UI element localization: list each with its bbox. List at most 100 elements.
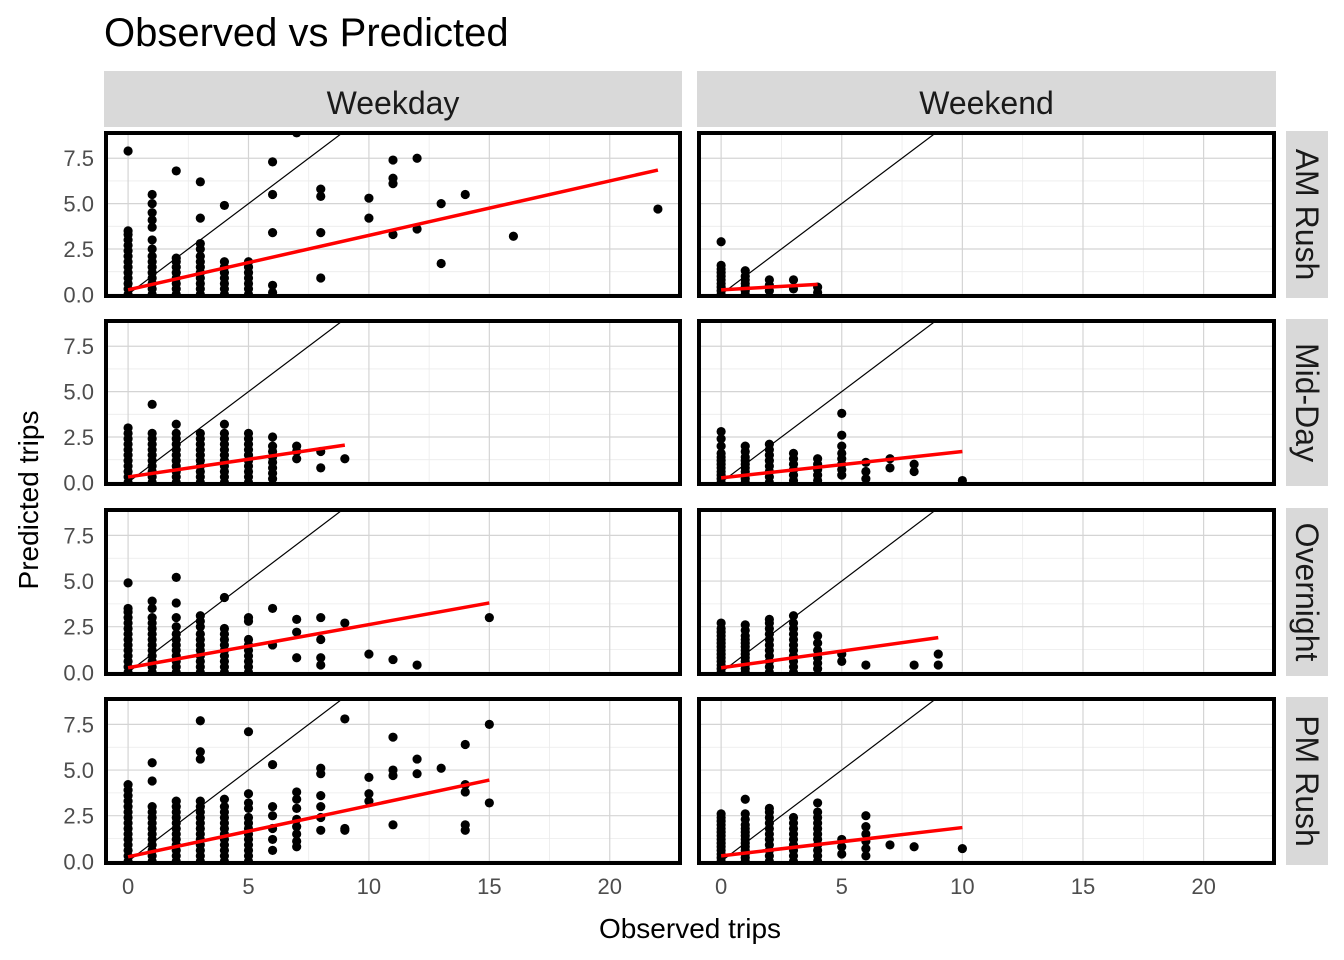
data-point xyxy=(267,441,278,451)
data-point xyxy=(123,578,133,588)
data-point xyxy=(740,620,750,630)
data-point xyxy=(364,772,374,782)
data-point xyxy=(388,820,398,830)
data-point xyxy=(788,448,799,458)
strip-row-label: PM Rush xyxy=(1289,715,1325,847)
fit-line xyxy=(720,449,963,480)
data-point xyxy=(740,794,750,804)
data-point xyxy=(219,623,230,634)
data-point xyxy=(292,822,302,832)
panel-border xyxy=(697,508,1276,676)
data-point xyxy=(316,612,326,623)
data-point xyxy=(147,215,157,225)
data-point xyxy=(316,653,326,663)
data-point xyxy=(460,739,470,750)
panel-border xyxy=(697,131,1276,298)
data-point xyxy=(813,638,823,648)
data-point xyxy=(171,622,181,632)
fit-line xyxy=(127,168,659,292)
data-point xyxy=(267,280,278,290)
data-point xyxy=(764,439,774,449)
y-tick-label: 0.0 xyxy=(63,849,94,874)
data-point xyxy=(388,732,398,742)
data-point xyxy=(243,634,254,645)
y-tick-label: 7.5 xyxy=(63,146,94,171)
x-tick-label: 5 xyxy=(242,874,254,899)
data-point xyxy=(195,629,205,639)
data-point xyxy=(219,419,230,429)
data-point xyxy=(267,228,278,238)
data-point xyxy=(460,820,470,830)
data-point xyxy=(861,660,871,670)
facet-panel xyxy=(697,508,1276,676)
y-tick-label: 0.0 xyxy=(63,470,94,495)
data-point xyxy=(716,426,726,437)
data-point xyxy=(292,787,302,797)
data-point xyxy=(171,598,181,608)
data-point xyxy=(861,843,871,854)
panel-border xyxy=(104,697,682,865)
data-point xyxy=(436,199,446,209)
data-point xyxy=(316,191,326,201)
y-tick-label: 5.0 xyxy=(63,569,94,594)
data-point xyxy=(837,430,847,440)
chart-title: Observed vs Predicted xyxy=(104,11,509,55)
data-point xyxy=(171,166,181,176)
data-point xyxy=(813,807,823,817)
data-point xyxy=(316,825,326,835)
data-point xyxy=(788,618,799,628)
data-point xyxy=(219,200,230,211)
data-point xyxy=(933,660,943,670)
data-point xyxy=(292,794,302,804)
fit-line xyxy=(720,635,939,670)
data-point xyxy=(861,829,871,839)
data-point xyxy=(292,836,302,846)
fit-line xyxy=(127,601,490,670)
data-point xyxy=(147,612,157,623)
data-point xyxy=(861,474,871,484)
strip-row-bg xyxy=(1286,131,1328,298)
y-tick-label: 2.5 xyxy=(63,615,94,640)
plot-area xyxy=(715,131,940,298)
data-point xyxy=(740,266,750,276)
data-point xyxy=(716,809,726,819)
data-point xyxy=(123,226,133,236)
data-point xyxy=(292,441,302,451)
x-tick-label: 20 xyxy=(598,874,622,899)
data-point xyxy=(147,251,157,261)
data-point xyxy=(147,428,157,438)
data-point xyxy=(195,796,205,806)
x-axis-label: Observed trips xyxy=(599,913,781,944)
y-tick-label: 5.0 xyxy=(63,380,94,405)
data-point xyxy=(412,754,422,764)
x-tick-label: 5 xyxy=(836,874,848,899)
data-point xyxy=(340,618,350,628)
data-point xyxy=(837,441,847,451)
facet-panel: 0 5 10 15 20 xyxy=(697,697,1276,899)
data-point xyxy=(267,189,278,200)
plot-area xyxy=(122,508,494,676)
strip-row-bg xyxy=(1286,319,1328,486)
data-point xyxy=(195,716,205,726)
y-tick-label: 5.0 xyxy=(63,758,94,783)
reference-line xyxy=(715,131,940,298)
facet-panel: 0.0 2.5 5.0 7.5 0 5 10 15 20 xyxy=(63,697,682,899)
data-point xyxy=(267,432,278,442)
data-point xyxy=(460,787,470,797)
y-tick-label: 7.5 xyxy=(63,712,94,737)
data-point xyxy=(171,796,181,806)
data-point xyxy=(123,423,133,433)
data-point xyxy=(316,763,326,773)
y-tick-label: 2.5 xyxy=(63,804,94,829)
data-point xyxy=(195,251,205,261)
data-point xyxy=(316,228,326,238)
strip-row-label: Overnight xyxy=(1289,523,1325,662)
data-point xyxy=(147,801,157,812)
data-point xyxy=(909,466,919,477)
data-point xyxy=(933,649,943,659)
data-point xyxy=(267,603,278,614)
strip-row-label: AM Rush xyxy=(1289,149,1325,281)
data-point xyxy=(653,204,663,214)
data-point xyxy=(219,257,230,267)
data-point xyxy=(147,199,157,209)
